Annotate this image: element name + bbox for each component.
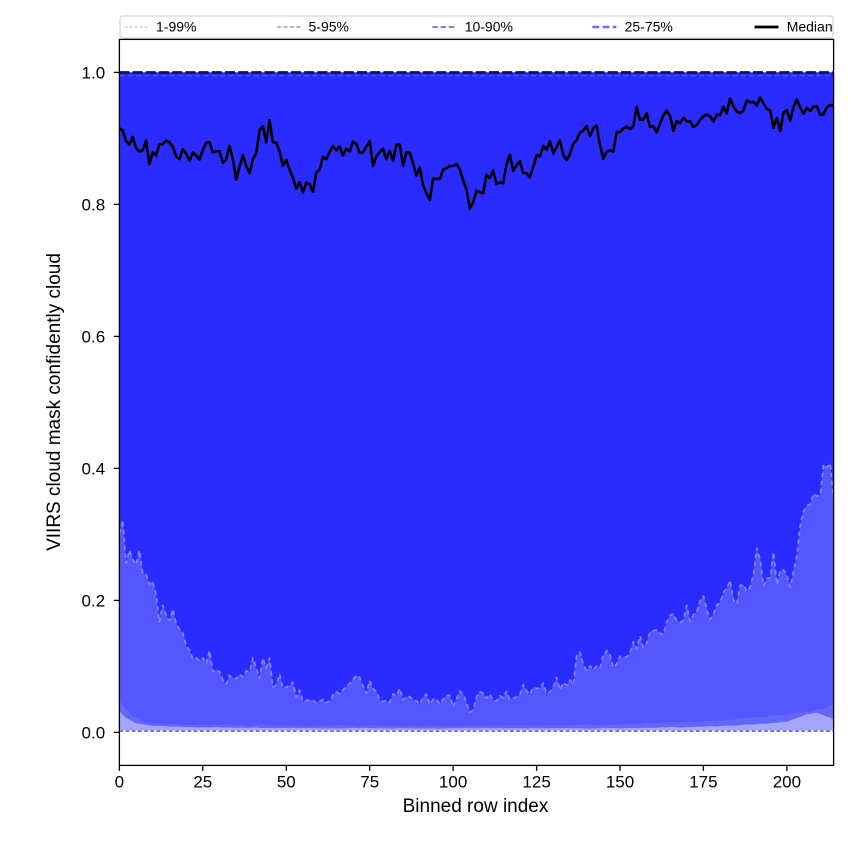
- svg-text:0.4: 0.4: [82, 459, 106, 478]
- svg-text:1.0: 1.0: [82, 63, 106, 82]
- svg-text:25: 25: [193, 773, 212, 792]
- svg-text:0: 0: [115, 773, 124, 792]
- svg-text:0.2: 0.2: [82, 591, 106, 610]
- svg-text:Median: Median: [787, 19, 833, 35]
- svg-text:25-75%: 25-75%: [625, 19, 673, 35]
- svg-text:0.6: 0.6: [82, 327, 106, 346]
- svg-text:VIIRS cloud mask confidently c: VIIRS cloud mask confidently cloud: [44, 253, 65, 551]
- svg-text:100: 100: [439, 773, 467, 792]
- svg-text:10-90%: 10-90%: [465, 19, 513, 35]
- svg-text:1-99%: 1-99%: [156, 19, 196, 35]
- svg-text:75: 75: [360, 773, 379, 792]
- svg-text:0.0: 0.0: [82, 723, 106, 742]
- svg-text:Binned row index: Binned row index: [403, 796, 549, 817]
- svg-text:150: 150: [606, 773, 634, 792]
- svg-text:125: 125: [522, 773, 550, 792]
- svg-text:50: 50: [277, 773, 296, 792]
- svg-text:5-95%: 5-95%: [309, 19, 349, 35]
- svg-text:0.8: 0.8: [82, 195, 106, 214]
- svg-text:200: 200: [773, 773, 801, 792]
- svg-text:175: 175: [689, 773, 717, 792]
